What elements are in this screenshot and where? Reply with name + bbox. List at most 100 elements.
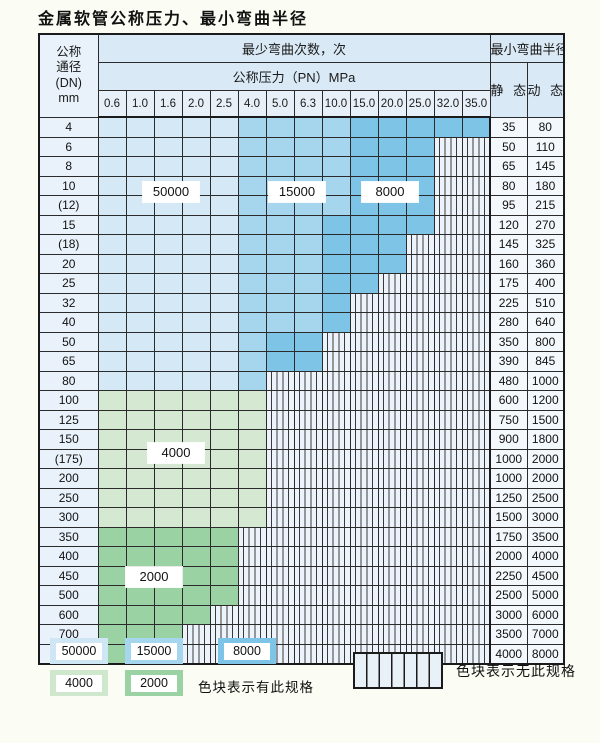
bend-count-overlay-label: 15000 — [269, 182, 325, 202]
grid-cell-spec — [209, 214, 239, 235]
grid-cell-no-spec — [321, 390, 351, 411]
grid-cell-no-spec — [405, 507, 435, 528]
grid-cell-spec — [97, 156, 127, 177]
grid-cell-no-spec — [377, 409, 407, 430]
grid-cell-no-spec — [461, 351, 491, 372]
grid-cell-spec — [237, 195, 267, 216]
grid-cell-no-spec — [461, 643, 491, 665]
static-radius-value: 160 — [489, 253, 528, 274]
grid-cell-no-spec — [461, 370, 491, 391]
grid-cell-no-spec — [349, 526, 379, 547]
grid-cell-spec — [321, 156, 351, 177]
grid-cell-spec — [265, 214, 295, 235]
grid-cell-spec — [237, 175, 267, 196]
grid-cell-no-spec — [433, 351, 463, 372]
table-row: (18) 145 325 — [38, 234, 565, 255]
grid-cell-spec — [97, 312, 127, 333]
dn-label: 80 — [38, 370, 99, 391]
legend-label-15000: 15000 — [131, 642, 177, 660]
grid-cell-no-spec — [349, 312, 379, 333]
table-row: 15 120 270 — [38, 214, 565, 235]
dn-label: 32 — [38, 292, 99, 313]
grid-cell-no-spec — [433, 370, 463, 391]
grid-cell-no-spec — [461, 331, 491, 352]
grid-cell-no-spec — [433, 507, 463, 528]
table-row: 20 160 360 — [38, 253, 565, 274]
grid-cell-no-spec — [293, 390, 323, 411]
pressure-tick: 20.0 — [377, 90, 407, 118]
static-radius-value: 1000 — [489, 448, 528, 469]
grid-cell-spec — [125, 390, 155, 411]
grid-cell-spec — [209, 292, 239, 313]
grid-cell-spec — [293, 331, 323, 352]
grid-cell-no-spec — [265, 468, 295, 489]
grid-cell-spec — [405, 136, 435, 157]
grid-cell-no-spec — [405, 585, 435, 606]
grid-cell-no-spec — [321, 507, 351, 528]
bend-count-overlay-label: 4000 — [148, 443, 204, 463]
grid-cell-spec — [209, 409, 239, 430]
grid-cell-no-spec — [405, 351, 435, 372]
grid-cell-spec — [153, 370, 183, 391]
grid-cell-spec — [349, 136, 379, 157]
grid-cell-spec — [293, 351, 323, 372]
grid-cell-spec — [97, 546, 127, 567]
grid-cell-no-spec — [265, 546, 295, 567]
grid-cell-spec — [125, 487, 155, 508]
grid-cell-spec — [97, 390, 127, 411]
dynamic-radius-value: 80 — [526, 116, 565, 138]
grid-cell-spec — [321, 175, 351, 196]
grid-cell-spec — [293, 214, 323, 235]
grid-cell-spec — [265, 136, 295, 157]
grid-cell-no-spec — [405, 526, 435, 547]
grid-cell-spec — [265, 116, 295, 138]
legend-swatch-4000: 4000 — [50, 670, 108, 696]
static-radius-value: 2250 — [489, 565, 528, 586]
legend-label-4000: 4000 — [56, 674, 102, 692]
grid-cell-spec — [125, 253, 155, 274]
nominal-pressure-header: 公称压力（PN）MPa — [97, 62, 491, 91]
grid-cell-spec — [153, 234, 183, 255]
grid-cell-spec — [125, 370, 155, 391]
dn-label: 10 — [38, 175, 99, 196]
grid-cell-spec — [209, 253, 239, 274]
grid-cell-spec — [181, 273, 211, 294]
static-col-header: 静 态 — [489, 62, 528, 118]
grid-cell-spec — [181, 604, 211, 625]
grid-cell-no-spec — [433, 273, 463, 294]
grid-cell-spec — [181, 136, 211, 157]
grid-cell-spec — [153, 507, 183, 528]
pressure-tick: 5.0 — [265, 90, 295, 118]
grid-cell-no-spec — [349, 429, 379, 450]
grid-cell-spec — [377, 116, 407, 138]
table-row: 400 2000 4000 — [38, 546, 565, 567]
grid-cell-no-spec — [461, 195, 491, 216]
static-radius-value: 390 — [489, 351, 528, 372]
grid-cell-no-spec — [265, 487, 295, 508]
grid-cell-no-spec — [265, 604, 295, 625]
static-radius-value: 750 — [489, 409, 528, 430]
pressure-tick: 25.0 — [405, 90, 435, 118]
dynamic-radius-value: 845 — [526, 351, 565, 372]
grid-cell-no-spec — [293, 448, 323, 469]
grid-cell-no-spec — [293, 565, 323, 586]
grid-cell-spec — [97, 351, 127, 372]
table-row: 6 50 110 — [38, 136, 565, 157]
grid-cell-no-spec — [321, 448, 351, 469]
legend-hatch-swatch — [353, 652, 443, 689]
grid-cell-spec — [265, 156, 295, 177]
dn-label: 15 — [38, 214, 99, 235]
grid-cell-spec — [97, 409, 127, 430]
grid-cell-spec — [209, 565, 239, 586]
static-radius-value: 35 — [489, 116, 528, 138]
grid-cell-spec — [237, 448, 267, 469]
grid-cell-spec — [321, 273, 351, 294]
grid-cell-spec — [181, 156, 211, 177]
grid-cell-no-spec — [433, 214, 463, 235]
grid-cell-no-spec — [293, 624, 323, 645]
pressure-tick: 6.3 — [293, 90, 323, 118]
dn-label: 300 — [38, 507, 99, 528]
grid-cell-no-spec — [321, 565, 351, 586]
grid-cell-spec — [181, 487, 211, 508]
grid-cell-no-spec — [321, 546, 351, 567]
